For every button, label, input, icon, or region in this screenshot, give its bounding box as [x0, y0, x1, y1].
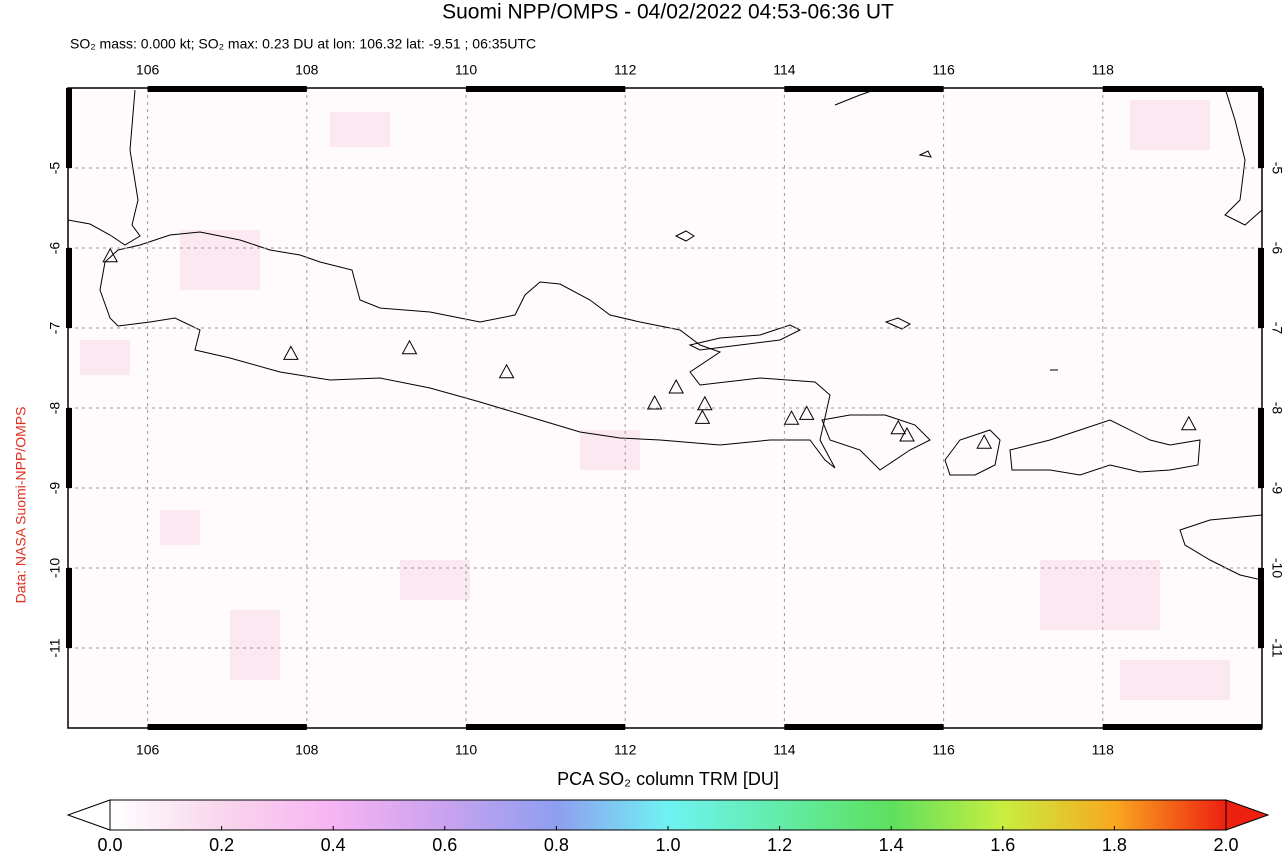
x-tick-label: 106 — [136, 742, 160, 758]
x-tick-label: 106 — [136, 62, 160, 78]
volcano — [890, 419, 907, 435]
volcano — [798, 405, 815, 420]
volcano — [498, 363, 515, 379]
frame-bar — [1102, 724, 1262, 730]
colorbar-low-extension — [66, 799, 111, 831]
frame-bar — [1258, 408, 1264, 488]
colorbar-tick-label: 0.4 — [321, 835, 346, 855]
x-tick-label: 112 — [614, 62, 637, 78]
colorbar — [66, 799, 1270, 831]
frame-bar — [147, 86, 307, 92]
x-tick-label: 116 — [932, 742, 955, 758]
volcano — [976, 434, 993, 449]
coastline-madura — [688, 324, 802, 351]
frame-bar — [466, 86, 626, 92]
y-tick-label: -11 — [1269, 638, 1285, 657]
coastline-bali — [821, 414, 931, 471]
coastline-lombok — [944, 429, 1001, 476]
frame-bar — [66, 568, 72, 648]
volcano — [694, 409, 711, 424]
volcano — [646, 394, 663, 410]
y-tick-label: -7 — [47, 322, 63, 335]
volcano — [783, 410, 800, 425]
frame-bar — [1102, 86, 1262, 92]
x-tick-label: 118 — [1092, 62, 1115, 78]
colorbar-label: PCA SO₂ column TRM [DU] — [557, 769, 779, 789]
x-tick-label: 114 — [773, 742, 796, 758]
coastline-sumbawa — [1009, 419, 1201, 476]
x-tick-label: 112 — [614, 742, 637, 758]
coastline-sulawesi — [1224, 88, 1262, 226]
frame-bar — [784, 86, 944, 92]
colorbar-tick-label: 1.4 — [879, 835, 904, 855]
frame-bar — [66, 248, 72, 328]
volcano — [283, 345, 299, 360]
y-tick-label: -5 — [47, 162, 63, 175]
colorbar-tick-label: 1.0 — [655, 835, 680, 855]
coastline-sumatra — [68, 89, 141, 246]
map-frame — [66, 86, 1264, 730]
x-tick-label: 110 — [455, 742, 478, 758]
frame-bar — [147, 724, 307, 730]
y-tick-label: -10 — [47, 558, 63, 578]
colorbar-tick-label: 0.6 — [432, 835, 457, 855]
frame-border — [67, 87, 1263, 729]
volcano — [401, 339, 418, 355]
y-tick-label: -6 — [47, 242, 63, 255]
volcano — [102, 247, 119, 263]
y-tick-label: -8 — [1269, 402, 1285, 415]
colorbar-high-extension — [1225, 799, 1270, 831]
x-tick-label: 110 — [455, 62, 478, 78]
volcano — [899, 426, 915, 442]
colorbar-tick-label: 0.2 — [209, 835, 234, 855]
frame-bar — [1258, 248, 1264, 328]
side-label: Data: NASA Suomi-NPP/OMPS — [13, 407, 29, 604]
y-tick-label: -10 — [1269, 558, 1285, 578]
map-area — [68, 88, 1262, 728]
frame-bar — [1258, 568, 1264, 648]
subtitle: SO₂ mass: 0.000 kt; SO₂ max: 0.23 DU at … — [70, 36, 536, 52]
small-islands — [674, 150, 1058, 371]
y-tick-label: -11 — [47, 638, 63, 657]
x-tick-label: 108 — [295, 742, 319, 758]
colorbar-tick-label: 2.0 — [1213, 835, 1238, 855]
colorbar-tick-label: 1.2 — [767, 835, 792, 855]
y-tick-label: -9 — [47, 482, 63, 495]
colorbar-ramp — [109, 799, 1227, 831]
x-tick-label: 116 — [932, 62, 955, 78]
colorbar-tick-label: 0.8 — [544, 835, 569, 855]
frame-bar — [466, 724, 626, 730]
x-tick-label: 118 — [1092, 742, 1115, 758]
volcano — [696, 395, 713, 411]
volcano — [668, 378, 684, 394]
coastline-sumba — [1179, 514, 1262, 581]
colorbar-tick-label: 0.0 — [97, 835, 122, 855]
y-tick-label: -9 — [1269, 482, 1285, 495]
x-tick-label: 108 — [295, 62, 319, 78]
frame-bar — [1258, 88, 1264, 168]
x-tick-label: 114 — [773, 62, 796, 78]
coastline-java — [99, 231, 836, 469]
y-tick-label: -8 — [47, 402, 63, 415]
colorbar-tick-label: 1.8 — [1102, 835, 1127, 855]
y-tick-label: -7 — [1269, 322, 1285, 335]
retrieval-noise — [80, 100, 1230, 700]
y-tick-label: -6 — [1269, 242, 1285, 255]
frame-bar — [784, 724, 944, 730]
volcano — [1180, 415, 1197, 431]
frame-bar — [66, 88, 72, 168]
y-tick-label: -5 — [1269, 162, 1285, 175]
colorbar-tick-label: 1.6 — [990, 835, 1015, 855]
title: Suomi NPP/OMPS - 04/02/2022 04:53-06:36 … — [442, 1, 894, 24]
frame-bar — [66, 408, 72, 488]
